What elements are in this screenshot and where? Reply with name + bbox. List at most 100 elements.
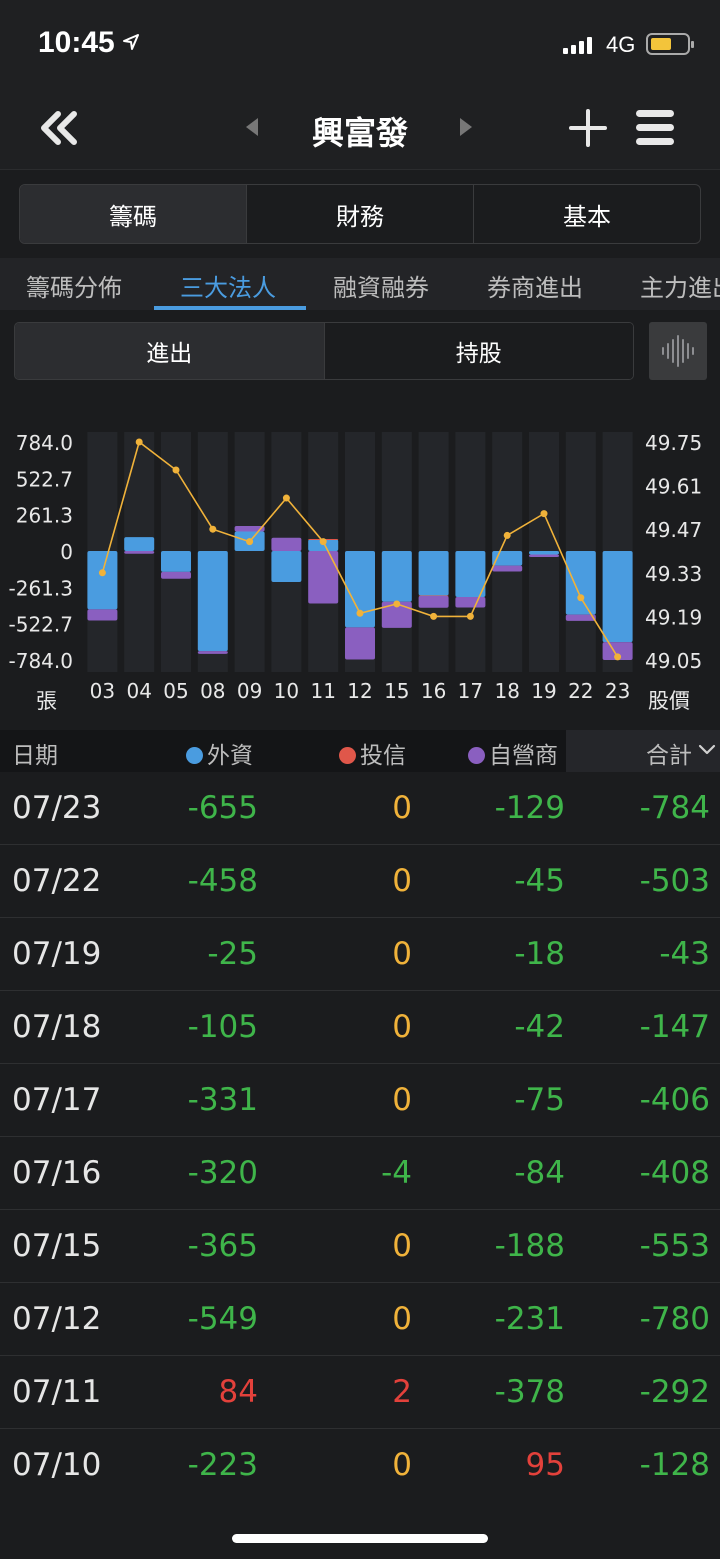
x-tick-label: 15 xyxy=(384,679,409,703)
toggle-holdings[interactable]: 持股 xyxy=(324,323,633,379)
price-point xyxy=(246,538,254,546)
price-point xyxy=(540,510,548,518)
bar-dealer xyxy=(602,642,633,660)
right-tick-label: 49.05 xyxy=(645,649,702,673)
menu-icon[interactable] xyxy=(634,108,676,148)
table-row[interactable]: 07/11 84 2 -378 -292 xyxy=(0,1356,720,1429)
back-double-chevron-icon[interactable] xyxy=(36,108,84,148)
bar-foreign xyxy=(161,551,191,572)
row-date: 07/11 xyxy=(12,1374,102,1410)
row-date: 07/16 xyxy=(12,1155,102,1191)
institutional-chart: 784.0 522.7 261.3 0 -261.3 -522.7 -784.0 49.75 4… xyxy=(0,392,720,722)
price-point xyxy=(135,438,143,446)
row-dealer: -84 xyxy=(514,1155,565,1191)
x-tick-label: 23 xyxy=(605,679,630,703)
price-point xyxy=(614,653,622,661)
left-tick-label: 261.3 xyxy=(16,504,73,528)
signal-icon xyxy=(563,36,592,54)
bar-dealer xyxy=(124,551,155,554)
row-total: -43 xyxy=(659,936,710,972)
column-bg xyxy=(234,432,265,672)
row-trust: 0 xyxy=(392,1301,412,1337)
bar-dealer xyxy=(345,627,375,660)
price-point xyxy=(577,594,585,602)
bar-foreign xyxy=(455,551,486,598)
view-toggle: 進出 持股 xyxy=(14,322,634,380)
row-date: 07/19 xyxy=(12,936,102,972)
table-row[interactable]: 07/23 -655 0 -129 -784 xyxy=(0,772,720,845)
price-point xyxy=(430,612,438,620)
row-date: 07/22 xyxy=(12,863,102,899)
right-tick-label: 49.33 xyxy=(645,562,702,586)
subtab-institutional[interactable]: 三大法人 xyxy=(180,274,276,302)
right-tick-label: 49.47 xyxy=(645,518,702,542)
row-trust: 0 xyxy=(392,1447,412,1483)
table-row[interactable]: 07/18 -105 0 -42 -147 xyxy=(0,991,720,1064)
x-tick-label: 11 xyxy=(310,679,335,703)
x-tick-label: 22 xyxy=(568,679,593,703)
chevron-down-icon xyxy=(698,742,716,761)
row-dealer: -42 xyxy=(514,1009,565,1045)
add-icon[interactable] xyxy=(568,108,608,148)
bar-dealer xyxy=(197,651,228,654)
x-tick-label: 09 xyxy=(237,679,262,703)
row-foreign: -549 xyxy=(187,1301,258,1337)
bar-dealer xyxy=(381,601,412,628)
bar-dealer xyxy=(455,597,486,608)
header-date: 日期 xyxy=(12,743,58,769)
main-segment: 籌碼 財務 基本 xyxy=(19,184,701,244)
x-tick-label: 19 xyxy=(531,679,556,703)
left-tick-label: 522.7 xyxy=(16,467,73,491)
subtab-broker[interactable]: 券商進出 xyxy=(487,274,583,302)
bar-dealer xyxy=(234,525,265,532)
row-date: 07/12 xyxy=(12,1301,102,1337)
bar-foreign xyxy=(529,551,559,555)
table-row[interactable]: 07/19 -25 0 -18 -43 xyxy=(0,918,720,991)
subtab-chip-distribution[interactable]: 籌碼分佈 xyxy=(26,274,122,302)
right-axis-unit: 股價 xyxy=(648,689,690,713)
header-total: 合計 xyxy=(646,743,692,769)
row-trust: 0 xyxy=(392,790,412,826)
stock-title: 興富發 xyxy=(311,114,408,152)
table-row[interactable]: 07/15 -365 0 -188 -553 xyxy=(0,1210,720,1283)
bar-foreign xyxy=(602,551,633,643)
data-table: 07/23 -655 0 -129 -784 07/22 -458 0 -45 -503 07/19… xyxy=(0,772,720,1502)
waveform-icon[interactable] xyxy=(649,322,707,380)
bar-dealer xyxy=(565,614,596,621)
next-stock-button[interactable] xyxy=(460,118,472,136)
left-tick-label: 0 xyxy=(60,540,73,564)
tab-basic[interactable]: 基本 xyxy=(563,202,611,231)
toggle-flow[interactable]: 進出 xyxy=(15,323,325,379)
row-total: -292 xyxy=(639,1374,710,1410)
tab-chips[interactable]: 籌碼 xyxy=(20,185,247,243)
bar-foreign xyxy=(124,537,155,551)
row-dealer: -378 xyxy=(494,1374,565,1410)
price-point xyxy=(172,466,180,474)
row-total: -147 xyxy=(639,1009,710,1045)
table-row[interactable]: 07/17 -331 0 -75 -406 xyxy=(0,1064,720,1137)
subtab-margin[interactable]: 融資融券 xyxy=(333,274,429,302)
x-tick-label: 16 xyxy=(421,679,446,703)
bar-dealer xyxy=(271,537,302,551)
row-foreign: -655 xyxy=(187,790,258,826)
x-tick-label: 18 xyxy=(494,679,519,703)
nav-bar: 興富發 xyxy=(0,90,720,170)
header-total-selector[interactable]: 合計 xyxy=(566,730,720,772)
right-tick-label: 49.75 xyxy=(645,431,702,455)
row-total: -128 xyxy=(639,1447,710,1483)
row-foreign: -365 xyxy=(187,1228,258,1264)
x-tick-label: 12 xyxy=(347,679,372,703)
row-trust: 0 xyxy=(392,936,412,972)
prev-stock-button[interactable] xyxy=(246,118,258,136)
subtab-main-force[interactable]: 主力進出 xyxy=(640,274,720,302)
table-row[interactable]: 07/10 -223 0 95 -128 xyxy=(0,1429,720,1502)
table-row[interactable]: 07/16 -320 -4 -84 -408 xyxy=(0,1137,720,1210)
table-row[interactable]: 07/12 -549 0 -231 -780 xyxy=(0,1283,720,1356)
table-row[interactable]: 07/22 -458 0 -45 -503 xyxy=(0,845,720,918)
row-trust: 0 xyxy=(392,863,412,899)
x-tick-label: 08 xyxy=(200,679,225,703)
tab-finance[interactable]: 財務 xyxy=(247,185,474,243)
row-dealer: -45 xyxy=(514,863,565,899)
home-indicator[interactable] xyxy=(232,1534,488,1543)
status-time: 10:45 xyxy=(38,26,115,59)
